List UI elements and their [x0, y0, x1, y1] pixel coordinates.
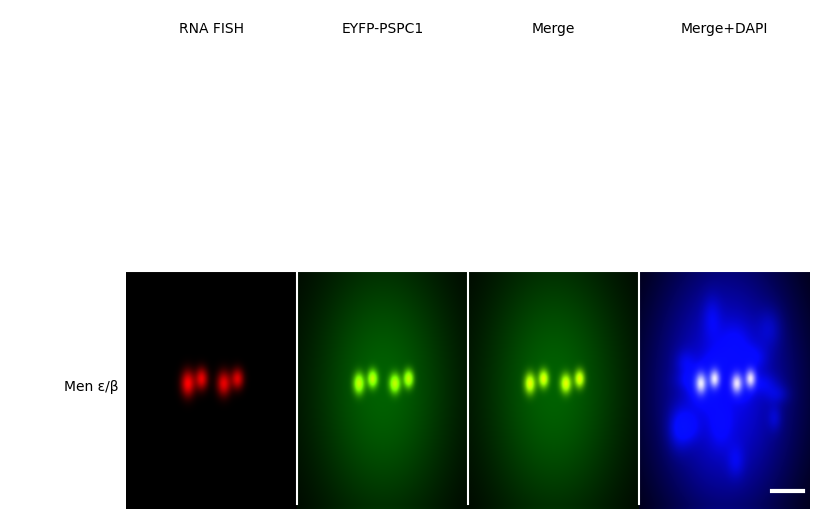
Text: Merge+DAPI: Merge+DAPI — [681, 21, 768, 36]
Text: EYFP-PSPC1: EYFP-PSPC1 — [341, 21, 424, 36]
Text: RNA FISH: RNA FISH — [179, 21, 244, 36]
Text: Merge: Merge — [532, 21, 575, 36]
Text: Men ε/β: Men ε/β — [63, 380, 118, 394]
